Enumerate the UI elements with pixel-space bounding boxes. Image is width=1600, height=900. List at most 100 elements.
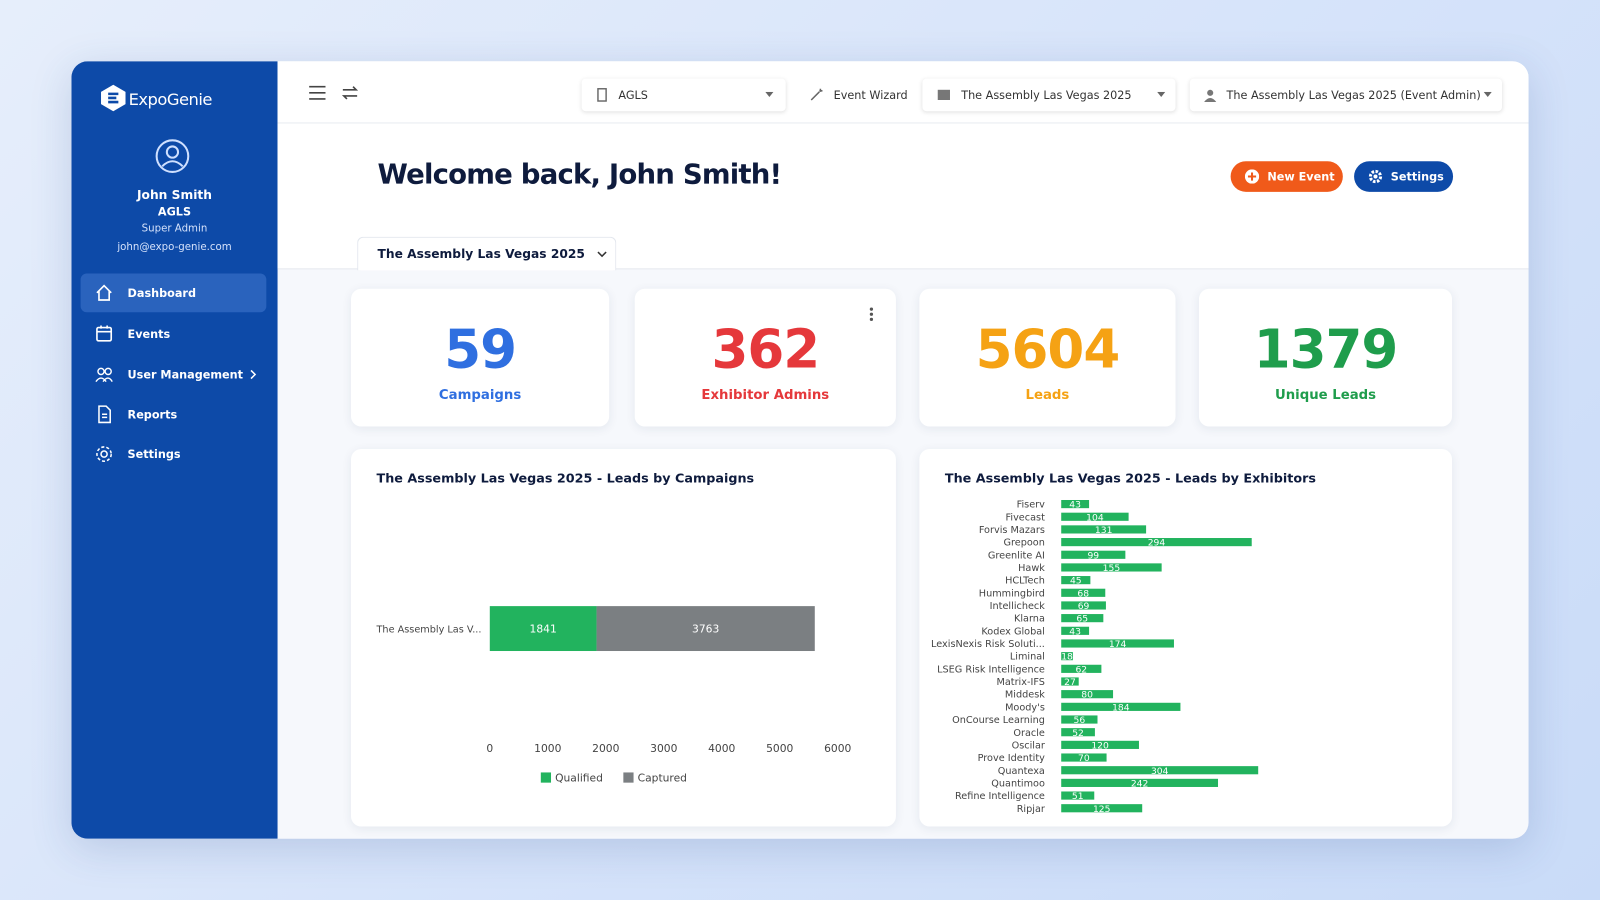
bar-label: 68: [1077, 588, 1089, 599]
role-select[interactable]: The Assembly Las Vegas 2025 (Event Admin…: [1189, 78, 1503, 112]
user-name: John Smith: [136, 187, 212, 203]
bar: [1061, 664, 1102, 673]
switch-button[interactable]: [341, 84, 359, 102]
button-label: New Event: [1267, 169, 1335, 184]
event-select[interactable]: The Assembly Las Vegas 2025: [922, 78, 1176, 112]
chevron-down: [597, 251, 607, 258]
person-icon: [1204, 89, 1217, 102]
nav-icon: [96, 325, 113, 342]
bar: [1061, 753, 1107, 762]
menu-button[interactable]: [308, 85, 326, 101]
category-label: Fiserv: [1017, 500, 1046, 511]
new-event-button[interactable]: New Event: [1230, 161, 1343, 192]
category-label: Fivecast: [1006, 512, 1046, 523]
top-bar: AGLS Event Wizard The Assembly Las Vegas…: [277, 61, 1529, 124]
bar: [1061, 791, 1095, 800]
stat-label: Exhibitor Admins: [701, 387, 830, 404]
user-org: AGLS: [157, 205, 192, 219]
legend-label: Captured: [638, 772, 687, 785]
chevron: [250, 369, 257, 380]
x-tick-label: 1000: [534, 742, 561, 755]
bar: [1061, 614, 1104, 623]
category-label: Hummingbird: [979, 588, 1045, 599]
stat-card: 5604 Leads: [919, 288, 1176, 427]
nav-label: Reports: [127, 407, 178, 421]
x-tick-label: 5000: [766, 742, 793, 755]
caret: [1483, 91, 1492, 97]
bar: [1061, 576, 1091, 585]
chart-card: The Assembly Las Vegas 2025 - Leads by C…: [351, 448, 896, 827]
bar-label: 1841: [530, 623, 557, 636]
category-label: Intellicheck: [990, 601, 1046, 612]
more-menu[interactable]: [868, 306, 874, 322]
category-label: LSEG Risk Intelligence: [937, 664, 1045, 675]
bar: [1061, 740, 1139, 749]
bar: [1061, 778, 1219, 787]
avatar-icon: [155, 139, 190, 173]
welcome-title: Welcome back, John Smith!: [377, 159, 783, 191]
x-tick-label: 0: [486, 742, 493, 755]
bar-label: 294: [1148, 538, 1166, 549]
bar: [1061, 804, 1143, 813]
caret: [1157, 91, 1166, 97]
bar-label: 125: [1093, 804, 1111, 815]
nav-label: Events: [127, 327, 171, 341]
category-label: Klarna: [1014, 614, 1045, 625]
nav-label: Dashboard: [127, 286, 197, 300]
nav-icon: [95, 367, 113, 383]
category-label: The Assembly Las V...: [376, 625, 482, 636]
bar: [1061, 702, 1181, 711]
bar-label: 155: [1103, 563, 1121, 574]
bar: [1061, 512, 1129, 521]
role-select-label: The Assembly Las Vegas 2025 (Event Admin…: [1226, 88, 1481, 102]
bar: [1061, 499, 1090, 509]
nav-item[interactable]: Settings: [81, 435, 267, 474]
stat-card: 362 Exhibitor Admins: [634, 288, 896, 427]
bar: [1061, 677, 1079, 686]
x-tick-label: 4000: [708, 742, 735, 755]
nav-item[interactable]: User Management: [81, 355, 267, 394]
nav-item[interactable]: Reports: [81, 395, 267, 434]
stat-label: Unique Leads: [1274, 387, 1377, 404]
category-label: Grepoon: [1003, 538, 1044, 549]
org-select[interactable]: AGLS: [581, 78, 786, 112]
bar: [1061, 563, 1162, 572]
caret: [765, 91, 774, 97]
bar-label: 51: [1072, 791, 1084, 802]
stat-card: 59 Campaigns: [351, 288, 610, 427]
bar: [1061, 715, 1098, 724]
brand-name: ExpoGenie: [128, 89, 213, 110]
user-role: Super Admin: [141, 223, 208, 235]
bar-label: 120: [1091, 740, 1109, 751]
chart-title: The Assembly Las Vegas 2025 - Leads by C…: [377, 472, 755, 487]
bar-label: 242: [1131, 778, 1149, 789]
brand-logo: [101, 84, 126, 112]
category-label: Quantimoo: [991, 778, 1045, 789]
tab-label: The Assembly Las Vegas 2025: [377, 246, 585, 262]
stat-card: 1379 Unique Leads: [1198, 288, 1453, 427]
stat-label: Campaigns: [438, 387, 522, 404]
settings-button[interactable]: Settings: [1354, 161, 1454, 192]
category-label: Hawk: [1018, 563, 1045, 574]
category-label: Matrix-IFS: [996, 677, 1044, 688]
sidebar: ExpoGenie John Smith AGLS Super Admin jo…: [71, 61, 278, 839]
bar: [1061, 728, 1095, 737]
gear-icon: [1368, 169, 1383, 184]
bar-label: 62: [1075, 664, 1087, 675]
x-tick-label: 6000: [824, 742, 851, 755]
event-tab[interactable]: The Assembly Las Vegas 2025: [357, 236, 617, 271]
bar: [1061, 690, 1114, 699]
category-label: HCLTech: [1005, 576, 1045, 587]
legend-swatch: [540, 772, 552, 783]
stat-label: Leads: [1025, 387, 1070, 404]
bar-label: 184: [1112, 702, 1130, 713]
nav-item[interactable]: Dashboard: [80, 273, 267, 313]
calendar-icon: [937, 89, 950, 100]
nav-item[interactable]: Events: [81, 314, 267, 353]
bar-label: 99: [1087, 550, 1099, 561]
bar-label: 80: [1081, 690, 1093, 701]
event-wizard-button[interactable]: Event Wizard: [803, 78, 911, 112]
category-label: Forvis Mazars: [979, 525, 1045, 536]
